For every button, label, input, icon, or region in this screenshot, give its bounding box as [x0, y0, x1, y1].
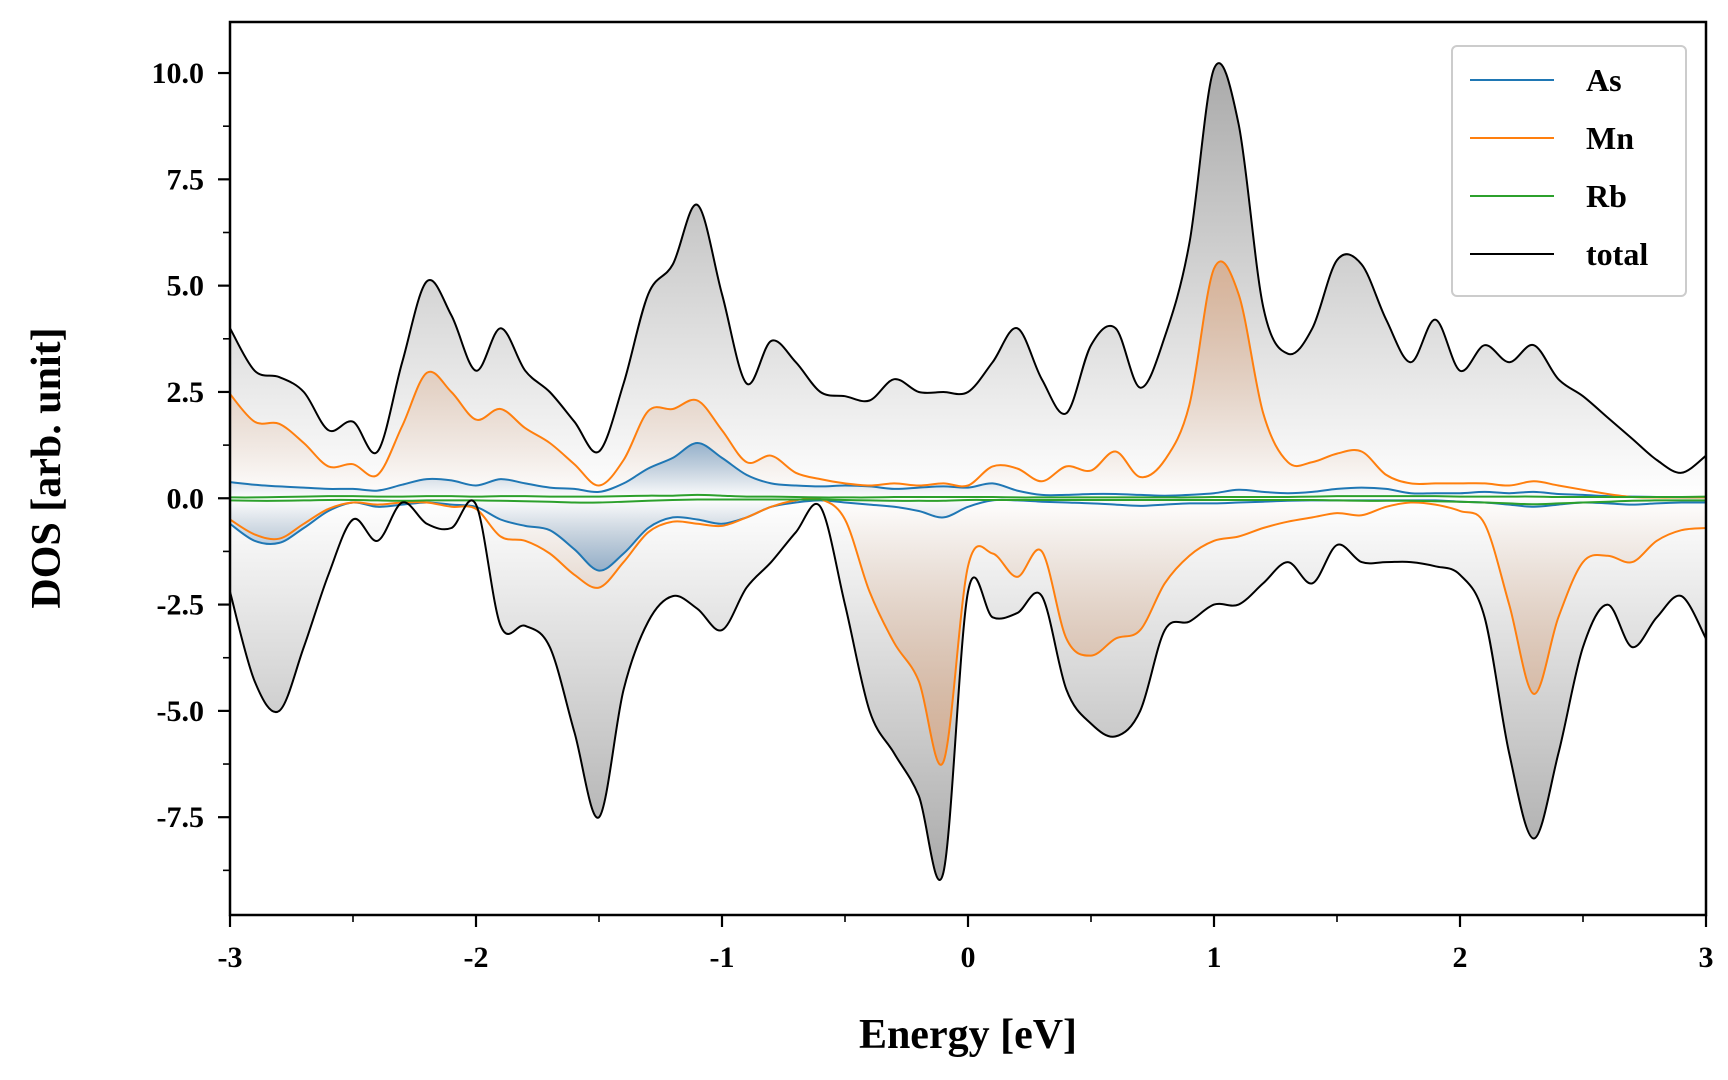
x-tick-label: -3 — [218, 941, 243, 974]
legend-label-total: total — [1586, 236, 1648, 272]
rb-up-line — [230, 493, 1706, 499]
legend: As Mn Rb total — [1451, 45, 1687, 297]
legend-label-mn: Mn — [1586, 120, 1634, 156]
y-tick-label: 10.0 — [152, 57, 205, 90]
as-up-line — [230, 442, 1706, 499]
as-up-fill — [230, 443, 1706, 499]
x-tick-label: -2 — [464, 941, 489, 974]
y-tick-label: 7.5 — [167, 163, 205, 196]
x-tick-label: 3 — [1699, 941, 1714, 974]
x-axis-title: Energy [eV] — [859, 1012, 1077, 1058]
series-fills — [230, 63, 1706, 881]
total-up-fill — [230, 63, 1706, 499]
total-down-fill — [230, 498, 1706, 881]
y-axis-ticks: -7.5 -5.0 -2.5 0.0 2.5 5.0 7.5 10.0 — [152, 57, 230, 872]
legend-items: As Mn Rb total — [1470, 62, 1648, 272]
y-tick-label: 0.0 — [167, 482, 205, 515]
x-axis-ticks: -3 -2 -1 0 1 2 3 — [218, 915, 1714, 974]
x-tick-label: 0 — [961, 941, 976, 974]
y-axis-title: DOS [arb. unit] — [24, 327, 70, 608]
x-tick-label: 1 — [1207, 941, 1222, 974]
as-down-fill — [230, 498, 1706, 571]
mn-up-line — [230, 260, 1706, 499]
y-tick-label: -2.5 — [157, 589, 205, 622]
y-tick-label: -7.5 — [157, 801, 205, 834]
y-tick-label: 2.5 — [167, 376, 205, 409]
y-tick-label: -5.0 — [157, 695, 205, 728]
total-down-line — [230, 499, 1706, 882]
series-lines — [230, 62, 1706, 882]
total-up-line — [230, 62, 1706, 474]
rb-down-line — [230, 498, 1706, 506]
legend-label-rb: Rb — [1586, 178, 1627, 214]
legend-box — [1451, 45, 1687, 297]
x-tick-label: -1 — [710, 941, 735, 974]
mn-down-line — [230, 496, 1706, 766]
x-tick-label: 2 — [1453, 941, 1468, 974]
y-tick-label: 5.0 — [167, 270, 205, 303]
legend-label-as: As — [1586, 62, 1622, 98]
